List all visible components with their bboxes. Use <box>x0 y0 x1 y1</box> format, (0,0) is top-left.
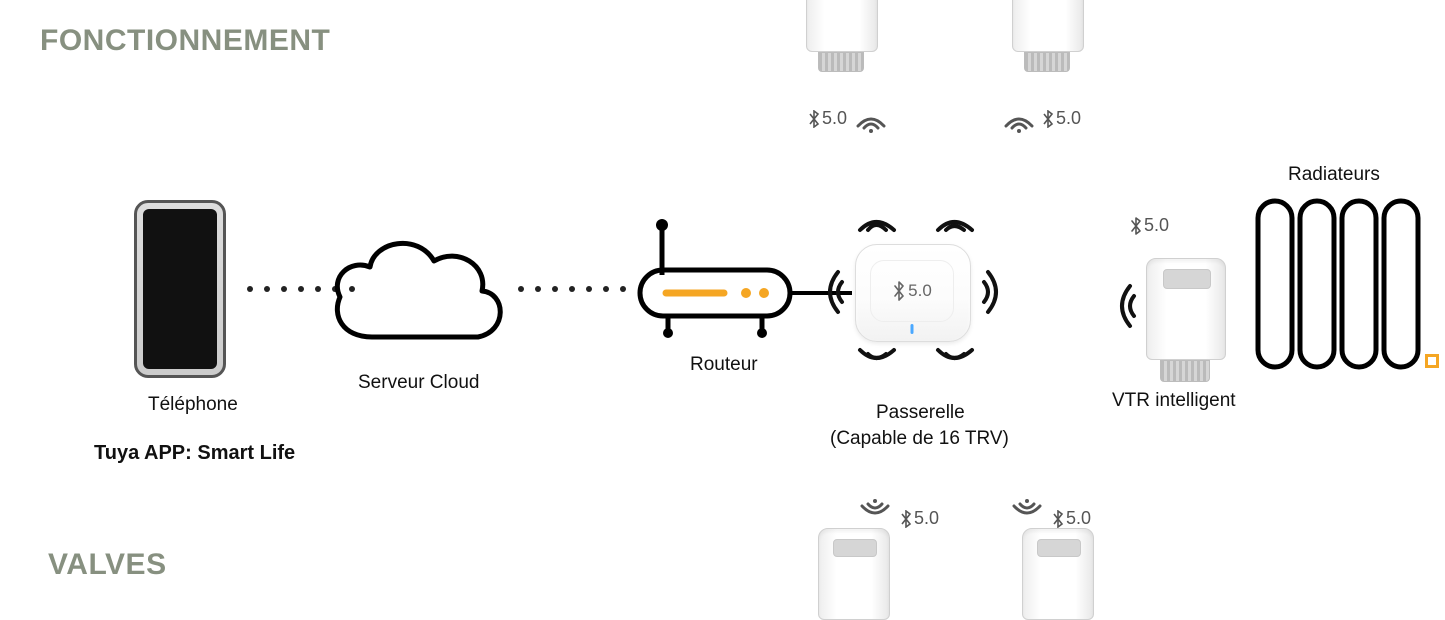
bluetooth-icon <box>892 281 906 301</box>
bt-label: 5.0 <box>808 108 847 129</box>
trv-bottom-right <box>1022 528 1092 620</box>
signal-waves <box>852 200 902 236</box>
trv-smart-label: VTR intelligent <box>1112 390 1236 412</box>
heading-fonctionnement: FONCTIONNEMENT <box>40 24 330 58</box>
trv-top-right <box>1012 0 1082 72</box>
hub-label-1: Passerelle <box>876 402 965 424</box>
cloud-icon <box>322 227 512 362</box>
phone-icon <box>134 200 226 378</box>
router-icon <box>632 215 802 350</box>
orange-square-accent <box>1425 354 1439 368</box>
heading-valves: VALVES <box>48 548 167 582</box>
signal-waves <box>1008 498 1046 528</box>
signal-waves <box>1000 104 1038 134</box>
bt-label: 5.0 <box>1130 215 1169 236</box>
hub-label-2: (Capable de 16 TRV) <box>830 428 1009 450</box>
connection-dots-2 <box>518 286 626 292</box>
signal-waves <box>852 344 902 380</box>
cloud-label: Serveur Cloud <box>358 372 479 394</box>
radiator-icon <box>1252 195 1422 380</box>
app-label: Tuya APP: Smart Life <box>94 442 295 465</box>
signal-waves <box>980 262 1016 322</box>
bt-label: 5.0 <box>900 508 939 529</box>
radiator-label: Radiateurs <box>1288 164 1380 186</box>
trv-bottom-left <box>818 528 888 620</box>
bt-label: 5.0 <box>1042 108 1081 129</box>
phone-label: Téléphone <box>148 394 238 416</box>
signal-waves <box>930 344 980 380</box>
trv-top-left <box>806 0 876 72</box>
signal-waves <box>930 200 980 236</box>
bt-label: 5.0 <box>1052 508 1091 529</box>
signal-waves <box>856 498 894 528</box>
trv-smart <box>1146 258 1224 382</box>
signal-waves <box>1102 278 1138 334</box>
router-label: Routeur <box>690 354 758 376</box>
hub-bt-text: 5.0 <box>908 281 932 301</box>
gateway-hub: 5.0 <box>852 234 972 344</box>
signal-waves <box>810 262 846 322</box>
signal-waves <box>852 104 890 134</box>
